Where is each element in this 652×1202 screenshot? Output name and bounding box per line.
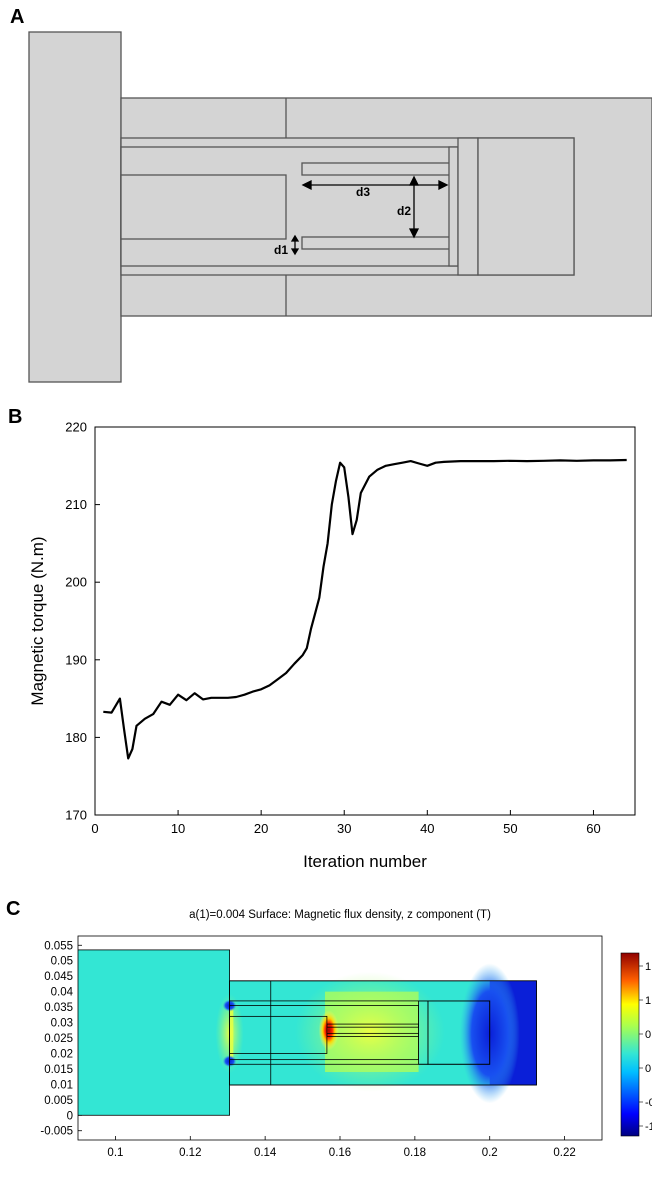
- torque-line-chart: 0 10 20 30 40 50 60 170 180 190 200 210 220 Iteratio…: [28, 420, 636, 871]
- x-tick-label: 0.1: [107, 1147, 123, 1159]
- y-tick-label: 0.025: [44, 1033, 73, 1045]
- y-tick-label: 0.05: [51, 956, 73, 968]
- y-tick-label: 0.035: [44, 1002, 73, 1014]
- panel-label-c: C: [6, 898, 21, 920]
- rotor-block: [477, 137, 575, 276]
- x-tick-label: 10: [171, 821, 185, 836]
- y-tick-label: 170: [65, 808, 87, 823]
- y-tick-label: 210: [65, 497, 87, 512]
- colorbar-tick-label: 1: [645, 961, 651, 973]
- d1-arrowhead-top: [290, 234, 300, 242]
- y-tick-label: 220: [65, 420, 87, 435]
- rotor-bar-2: [457, 137, 479, 276]
- y-tick-label: 200: [65, 575, 87, 590]
- colorbar-tick-label: -1: [645, 1121, 652, 1133]
- colorbar-tick-label: 0: [645, 1029, 651, 1041]
- plot-area-frame: [94, 426, 636, 816]
- rotor-bar-1: [448, 146, 459, 267]
- y-axis-label: Magnetic torque (N.m): [28, 536, 47, 705]
- x-tick-label: 50: [503, 821, 517, 836]
- y-tick-label: 0.02: [51, 1048, 73, 1060]
- torque-series-line: [103, 458, 627, 760]
- stator-core: [120, 174, 287, 240]
- x-tick-label: 0.18: [404, 1147, 426, 1159]
- x-tick-label: 0.12: [179, 1147, 201, 1159]
- high-field-hotspot: [318, 1010, 339, 1051]
- slot-upper: [301, 162, 459, 176]
- left-block-region: [78, 949, 230, 1116]
- x-tick-label: 0: [91, 821, 98, 836]
- x-tick-label: 0.14: [254, 1147, 277, 1159]
- y-tick-label: 0.005: [44, 1095, 73, 1107]
- d2-arrowhead-top: [408, 175, 420, 186]
- y-tick-label: 0: [67, 1110, 73, 1122]
- d2-arrowhead-bottom: [408, 228, 420, 239]
- x-tick-label: 0.2: [482, 1147, 498, 1159]
- left-block: [28, 31, 122, 383]
- flux-density-surface-plot: a(1)=0.004 Surface: Magnetic flux densit…: [40, 909, 652, 1159]
- d3-label: d3: [356, 185, 370, 199]
- y-tick-label: 0.015: [44, 1064, 73, 1076]
- d1-arrowhead-bottom: [290, 248, 300, 256]
- x-axis-label: Iteration number: [303, 852, 427, 871]
- x-tick-label: 40: [420, 821, 434, 836]
- y-tick-label: 0.01: [51, 1079, 73, 1091]
- geometry-diagram: d3 d2 d1: [28, 31, 652, 383]
- plot-title: a(1)=0.004 Surface: Magnetic flux densit…: [189, 909, 491, 921]
- colorbar-tick-label: 0: [645, 1063, 651, 1075]
- colorbar-tick-label: 1: [645, 995, 651, 1007]
- y-tick-label: 0.04: [51, 987, 74, 999]
- d3-arrowhead-right: [438, 179, 449, 191]
- x-tick-label: 60: [586, 821, 600, 836]
- rotor-block-outline: [427, 1000, 491, 1065]
- x-tick-label: 0.22: [553, 1147, 575, 1159]
- y-tick-label: 0.045: [44, 971, 73, 983]
- d1-label: d1: [274, 243, 288, 257]
- y-tick-label: 180: [65, 730, 87, 745]
- d2-label: d2: [397, 204, 411, 218]
- slot-field-glow: [294, 971, 445, 1092]
- panel-label-b: B: [8, 406, 23, 428]
- x-tick-label: 30: [337, 821, 351, 836]
- colorbar: [620, 952, 640, 1137]
- d3-arrowhead-left: [301, 179, 312, 191]
- y-tick-label: 190: [65, 652, 87, 667]
- slot-lower: [301, 236, 459, 250]
- panel-label-a: A: [10, 6, 25, 28]
- x-tick-label: 0.16: [329, 1147, 351, 1159]
- colorbar-tick-label: -0: [645, 1097, 652, 1109]
- y-tick-label: 0.055: [44, 940, 73, 952]
- y-tick-label: -0.005: [40, 1126, 73, 1138]
- y-tick-label: 0.03: [51, 1018, 73, 1030]
- x-tick-label: 20: [254, 821, 268, 836]
